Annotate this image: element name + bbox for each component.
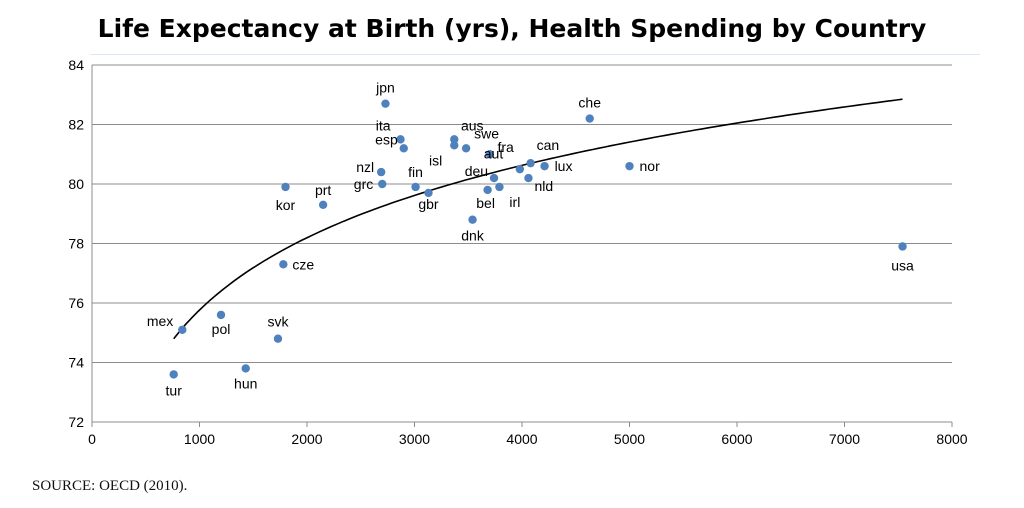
point-label-svk: svk — [267, 314, 289, 330]
point-label-hun: hun — [234, 375, 257, 391]
point-nor — [625, 161, 634, 171]
point-label-fin: fin — [408, 164, 423, 180]
point-prt — [318, 200, 328, 210]
point-label-gbr: gbr — [418, 196, 439, 212]
point-label-usa: usa — [891, 257, 914, 273]
point-label-aut: aut — [484, 145, 504, 161]
point-cze — [279, 260, 288, 269]
point-lux — [540, 161, 549, 171]
point-label-lux: lux — [555, 158, 573, 174]
point-label-fra: fra — [498, 139, 515, 155]
y-tick-label: 78 — [68, 236, 84, 252]
point-nzl — [376, 167, 386, 177]
point-bel — [483, 185, 492, 195]
scatter-chart: 72 74 76 78 80 82 84 0 1000 2000 3000 4000 5000 6000… — [68, 57, 968, 447]
point-label-esp: esp — [375, 131, 398, 147]
point-kor — [281, 182, 290, 192]
y-tick-label: 80 — [68, 176, 84, 192]
point-label-aus: aus — [461, 117, 484, 133]
point-swe — [461, 144, 471, 153]
point-label-pol: pol — [212, 321, 231, 337]
point-label-mex: mex — [147, 313, 173, 329]
point-jpn — [381, 99, 390, 108]
point-label-kor: kor — [276, 197, 296, 213]
y-tick-label: 76 — [68, 295, 84, 311]
point-label-nor: nor — [640, 158, 661, 174]
point-ita — [396, 135, 405, 144]
x-tick-label: 0 — [88, 431, 96, 447]
point-fin — [411, 182, 420, 192]
axes — [91, 65, 953, 427]
point-gbr — [424, 188, 433, 198]
point-label-nzl: nzl — [356, 159, 374, 175]
point-label-cze: cze — [292, 256, 314, 272]
x-tick-label: 2000 — [291, 431, 322, 447]
y-tick-label: 74 — [68, 355, 84, 371]
point-label-can: can — [537, 137, 560, 153]
point-dnk — [468, 215, 477, 224]
point-usa — [898, 242, 907, 251]
point-label-isl: isl — [429, 152, 442, 168]
point-can — [526, 158, 535, 168]
point-label-jpn: jpn — [375, 80, 395, 96]
point-aus — [450, 135, 459, 144]
point-isl — [450, 141, 459, 150]
x-tick-label: 6000 — [721, 431, 752, 447]
data-points — [169, 99, 907, 379]
x-tick-label: 7000 — [829, 431, 860, 447]
point-fra — [515, 164, 525, 174]
x-tick-label: 5000 — [614, 431, 645, 447]
x-tick-label: 1000 — [184, 431, 215, 447]
point-label-swe: swe — [474, 125, 499, 141]
point-aut — [485, 150, 494, 159]
point-label-bel: bel — [476, 195, 495, 211]
point-tur — [169, 370, 178, 379]
point-label-nld: nld — [534, 178, 553, 194]
point-esp — [399, 144, 408, 153]
y-tick-label: 84 — [68, 57, 84, 73]
point-label-che: che — [578, 95, 601, 111]
point-mex — [178, 325, 187, 334]
point-pol — [216, 310, 226, 320]
chart-title: Life Expectancy at Birth (yrs), Health S… — [97, 14, 927, 43]
point-label-irl: irl — [509, 194, 520, 210]
x-tick-label: 4000 — [506, 431, 537, 447]
point-label-prt: prt — [315, 182, 331, 198]
source-note: SOURCE: OECD (2010). — [32, 478, 188, 494]
point-label-ita: ita — [376, 117, 391, 133]
trendline — [173, 98, 903, 340]
point-grc — [378, 179, 387, 189]
point-label-deu: deu — [465, 163, 488, 179]
point-label-grc: grc — [354, 176, 373, 192]
point-hun — [241, 364, 250, 373]
y-tick-label: 82 — [68, 117, 84, 133]
point-nld — [524, 173, 533, 183]
x-tick-labels: 0 1000 2000 3000 4000 5000 6000 7000 8000 — [88, 431, 968, 447]
x-tick-label: 8000 — [936, 431, 967, 447]
point-che — [585, 114, 594, 123]
point-irl — [495, 182, 504, 192]
gridlines — [92, 64, 952, 423]
point-svk — [273, 334, 283, 343]
x-tick-label: 3000 — [399, 431, 430, 447]
point-label-dnk: dnk — [461, 228, 485, 244]
point-label-tur: tur — [166, 382, 183, 398]
title-divider — [90, 54, 980, 55]
y-tick-labels: 72 74 76 78 80 82 84 — [68, 57, 84, 430]
y-tick-label: 72 — [68, 414, 84, 430]
point-deu — [489, 173, 499, 183]
